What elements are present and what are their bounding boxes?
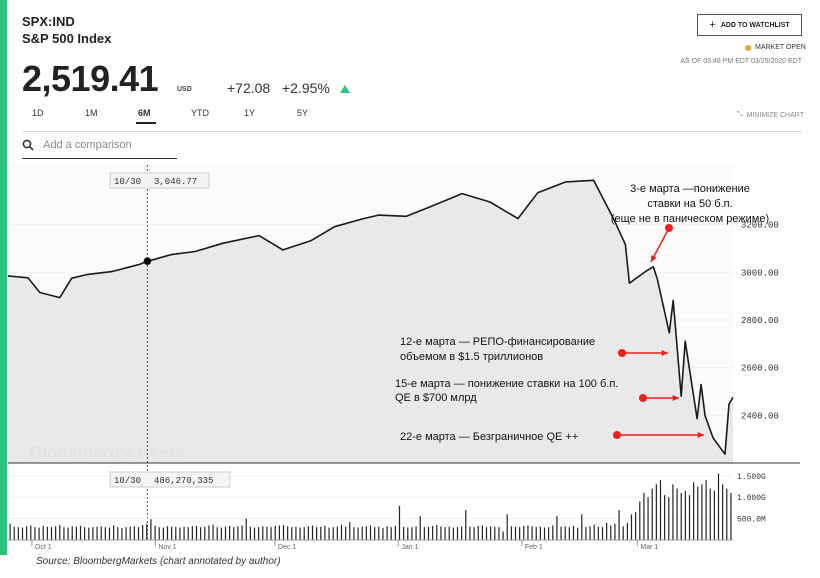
range-tabs: 1D 1M 6M YTD 1Y 5Y [22, 108, 340, 130]
x-tick-label: Dec 1 [278, 544, 296, 551]
tab-6m[interactable]: 6M [128, 108, 181, 130]
tab-1m[interactable]: 1M [85, 108, 98, 118]
divider [22, 131, 802, 132]
crosshair-point [143, 257, 152, 265]
tab-ytd[interactable]: YTD [191, 108, 209, 118]
y-tick-label: 2800.00 [741, 316, 779, 326]
volume-tick-label: 1.000G [737, 494, 766, 503]
price-area [8, 180, 733, 464]
comparison-input[interactable] [41, 137, 165, 152]
annotation-march-15: QE в $700 млрд [395, 392, 477, 404]
price-change-percent: +2.95% [282, 80, 330, 96]
collapse-arrows-icon: ⤡ [736, 111, 743, 118]
arrow-march-12-head [661, 349, 668, 357]
x-tick-label: Nov 1 [158, 544, 176, 551]
plus-icon: + [709, 19, 716, 31]
crosshair-volume-box [109, 471, 231, 488]
watermark: BloombergMarkets [30, 443, 184, 462]
volume-tick-label: 500.0M [737, 516, 766, 525]
y-tick-label: 2600.00 [741, 364, 779, 374]
y-tick-label: 2400.00 [741, 411, 779, 421]
annotation-march-12: объемом в $1.5 триллионов [400, 351, 543, 363]
x-tick-label: Oct 1 [35, 544, 52, 551]
y-tick-label: 3000.00 [741, 268, 779, 278]
y-tick-label: 3200.00 [741, 221, 779, 231]
arrow-march-22-head [697, 431, 704, 439]
tab-5y[interactable]: 5Y [297, 108, 309, 118]
price-line [7, 179, 734, 455]
annotation-march-22: 22-е марта — Безграничное QE ++ [400, 431, 578, 443]
crosshair-date-label: 10/30 [114, 177, 141, 187]
tab-1d[interactable]: 1D [32, 108, 44, 118]
x-tick-label: Mar 1 [640, 544, 658, 551]
arrow-march-3-head [651, 255, 657, 262]
crosshair-volume-date: 10/30 [114, 476, 141, 486]
add-to-watchlist-button[interactable]: + ADD TO WATCHLIST [697, 14, 802, 36]
crosshair-volume-value: 486,270,335 [154, 476, 213, 486]
ticker-symbol: SPX:IND [22, 14, 75, 29]
crosshair-price-label: 3,046.77 [154, 177, 197, 187]
arrow-march-3-shaft [650, 227, 670, 263]
accent-bar [0, 0, 7, 555]
search-icon [22, 139, 34, 151]
status-dot-icon [745, 44, 751, 51]
volume-tick-label: 1.500G [737, 473, 766, 482]
last-price: 2,519.41 [22, 58, 159, 99]
crosshair-price-box [109, 172, 210, 189]
currency-label: USD [177, 86, 192, 93]
tab-1y[interactable]: 1Y [244, 108, 256, 118]
x-tick-label: Jan 1 [401, 544, 418, 551]
as-of-timestamp: AS OF 03:48 PM EDT 03/25/2020 EDT [680, 58, 802, 65]
source-caption: Source: BloombergMarkets (chart annotate… [36, 556, 281, 567]
market-status-label: MARKET OPEN [755, 44, 806, 51]
annotation-march-3: ставки на 50 б.п. [647, 198, 732, 210]
annotation-march-15: 15-е марта — понижение ставки на 100 б.п… [395, 378, 618, 390]
annotation-march-3: (еще не в паническом режиме) [611, 213, 769, 225]
minimize-chart-label: MINIMIZE CHART [746, 111, 804, 119]
index-name: S&P 500 Index [22, 31, 112, 46]
arrow-march-15-head [672, 394, 679, 402]
comparison-search [22, 131, 177, 159]
annotation-march-12: 12-е марта — РЕПО-финансирование [400, 336, 595, 348]
watchlist-label: ADD TO WATCHLIST [720, 21, 790, 29]
minimize-chart-button[interactable]: ⤡ MINIMIZE CHART [737, 111, 804, 119]
annotation-march-3: 3-е марта —понижение [630, 183, 750, 195]
x-tick-label: Feb 1 [525, 544, 543, 551]
triangle-up-icon [340, 85, 350, 93]
price-change: +72.08 [227, 80, 271, 96]
market-status: MARKET OPEN [745, 44, 806, 51]
